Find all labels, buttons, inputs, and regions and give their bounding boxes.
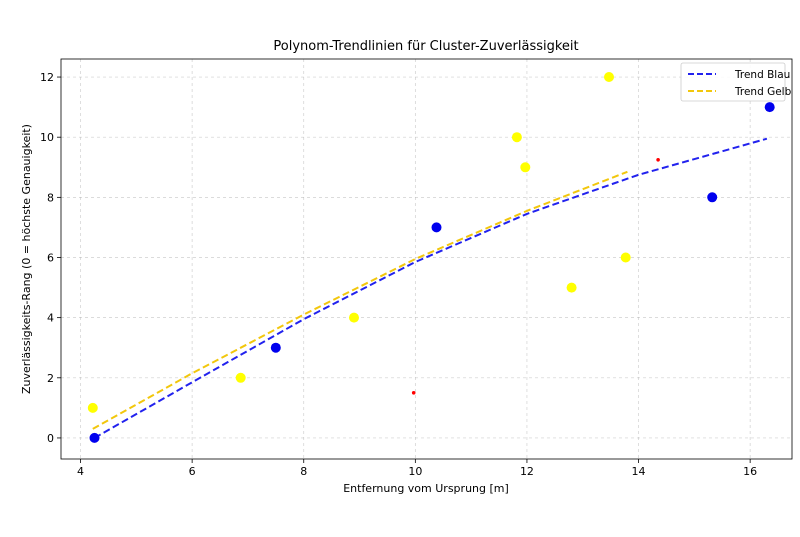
blue-data-point (89, 432, 100, 443)
yellow-data-point (87, 402, 98, 413)
yellow-data-point (349, 312, 359, 323)
plot-frame (60, 58, 793, 460)
trendline-layer (92, 137, 768, 439)
yellow-data-point (620, 252, 631, 263)
yellow-data-point (604, 72, 614, 82)
y-tick-label: 8 (47, 191, 54, 204)
blue-data-point (270, 342, 281, 353)
y-tick-label: 12 (40, 71, 54, 84)
trendline-gelb (92, 170, 628, 430)
blue-data-point (431, 222, 442, 233)
data-point-layer (87, 72, 775, 443)
y-tick-label: 4 (47, 312, 54, 325)
yellow-data-point (520, 162, 531, 173)
x-tick-label: 6 (189, 465, 196, 478)
x-tick-label: 12 (520, 465, 534, 478)
legend-label-trend-blau: Trend Blau (734, 69, 790, 81)
blue-data-point (707, 192, 718, 203)
grid-layer (61, 59, 792, 459)
y-tick-label: 2 (47, 372, 54, 385)
legend-label-trend-gelb: Trend Gelb (734, 86, 792, 98)
red-data-point (411, 391, 416, 395)
red-data-point (656, 158, 660, 162)
blue-data-point (764, 102, 775, 113)
x-tick-label: 14 (632, 465, 646, 478)
x-tick-label: 10 (408, 465, 422, 478)
x-tick-label: 16 (743, 465, 757, 478)
y-axis-label: Zuverlässigkeits-Rang (0 = höchste Genau… (20, 124, 33, 394)
tick-layer: 4 6 8 10 12 14 16 0 2 4 6 8 10 12 (40, 71, 757, 478)
yellow-data-point (511, 132, 522, 143)
x-tick-label: 8 (300, 465, 307, 478)
x-axis-label: Entfernung vom Ursprung [m] (343, 482, 509, 495)
chart-title: Polynom-Trendlinien für Cluster-Zuverläs… (273, 39, 578, 54)
y-tick-label: 0 (47, 432, 54, 445)
yellow-data-point (235, 372, 246, 383)
yellow-data-point (566, 282, 577, 293)
y-tick-label: 6 (47, 251, 54, 264)
legend: Trend Blau Trend Gelb (680, 62, 792, 102)
x-tick-label: 4 (77, 465, 84, 478)
y-tick-label: 10 (40, 131, 54, 144)
